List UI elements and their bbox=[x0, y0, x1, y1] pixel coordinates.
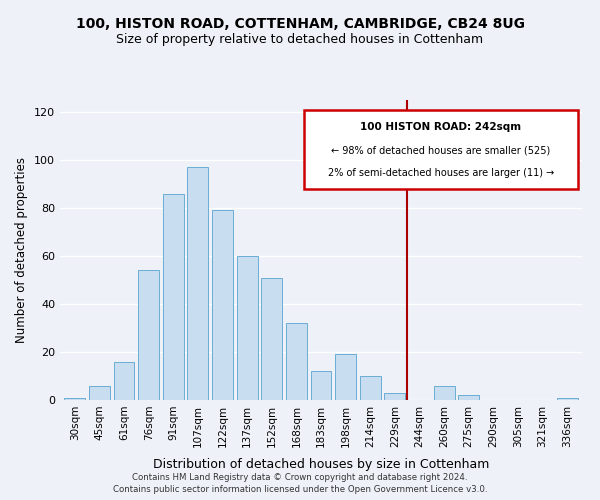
Text: ← 98% of detached houses are smaller (525): ← 98% of detached houses are smaller (52… bbox=[331, 146, 551, 156]
Bar bbox=[113, 362, 134, 400]
Bar bbox=[64, 398, 85, 400]
Bar bbox=[458, 395, 479, 400]
Bar bbox=[89, 386, 110, 400]
Text: 100, HISTON ROAD, COTTENHAM, CAMBRIDGE, CB24 8UG: 100, HISTON ROAD, COTTENHAM, CAMBRIDGE, … bbox=[76, 18, 524, 32]
Bar bbox=[434, 386, 455, 400]
Text: 2% of semi-detached houses are larger (11) →: 2% of semi-detached houses are larger (1… bbox=[328, 168, 554, 178]
Bar bbox=[557, 398, 578, 400]
Text: Contains HM Land Registry data © Crown copyright and database right 2024.: Contains HM Land Registry data © Crown c… bbox=[132, 472, 468, 482]
Text: Contains public sector information licensed under the Open Government Licence v3: Contains public sector information licen… bbox=[113, 485, 487, 494]
Bar bbox=[236, 256, 257, 400]
Bar bbox=[286, 323, 307, 400]
Bar bbox=[261, 278, 282, 400]
Y-axis label: Number of detached properties: Number of detached properties bbox=[16, 157, 28, 343]
Bar bbox=[360, 376, 381, 400]
Bar bbox=[163, 194, 184, 400]
Bar bbox=[187, 167, 208, 400]
Bar bbox=[311, 371, 331, 400]
X-axis label: Distribution of detached houses by size in Cottenham: Distribution of detached houses by size … bbox=[153, 458, 489, 471]
Bar bbox=[212, 210, 233, 400]
Bar bbox=[385, 393, 406, 400]
Bar bbox=[138, 270, 159, 400]
FancyBboxPatch shape bbox=[304, 110, 578, 189]
Text: Size of property relative to detached houses in Cottenham: Size of property relative to detached ho… bbox=[116, 32, 484, 46]
Text: 100 HISTON ROAD: 242sqm: 100 HISTON ROAD: 242sqm bbox=[361, 122, 521, 132]
Bar bbox=[335, 354, 356, 400]
